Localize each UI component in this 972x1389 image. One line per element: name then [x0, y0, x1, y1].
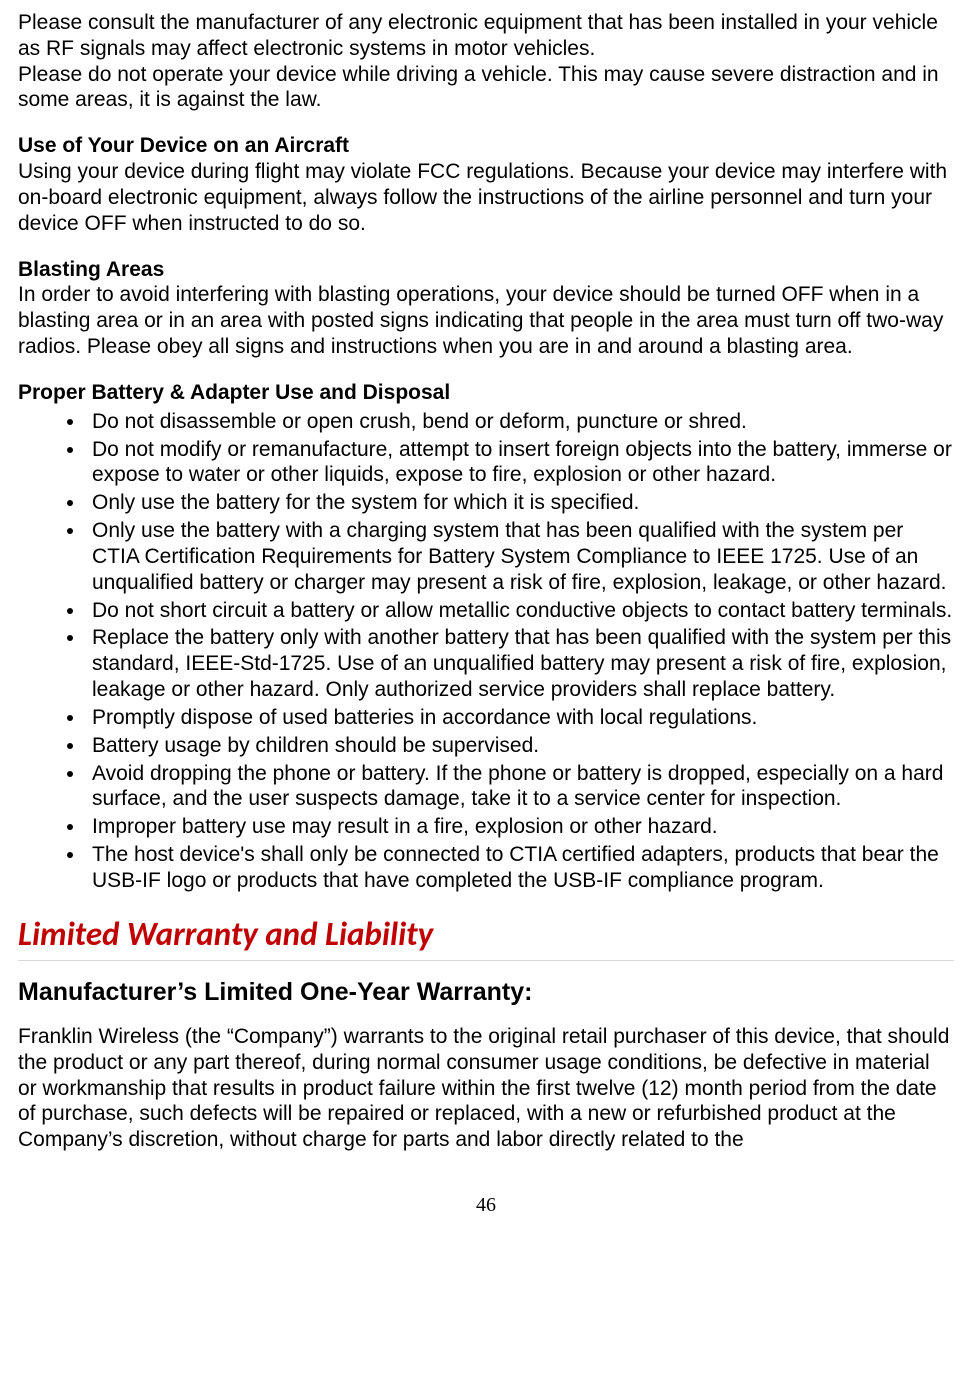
battery-bullet-list: Do not disassemble or open crush, bend o…	[18, 409, 954, 894]
heading-battery: Proper Battery & Adapter Use and Disposa…	[18, 380, 954, 406]
battery-bullet-item: Do not modify or remanufacture, attempt …	[86, 437, 954, 489]
battery-bullet-item: Do not disassemble or open crush, bend o…	[86, 409, 954, 435]
heading-blasting: Blasting Areas	[18, 257, 954, 283]
battery-bullet-item: Avoid dropping the phone or battery. If …	[86, 761, 954, 813]
heading-aircraft: Use of Your Device on an Aircraft	[18, 133, 954, 159]
spacer	[18, 360, 954, 380]
battery-bullet-item: Improper battery use may result in a fir…	[86, 814, 954, 840]
battery-bullet-item: Only use the battery with a charging sys…	[86, 518, 954, 595]
battery-bullet-item: Promptly dispose of used batteries in ac…	[86, 705, 954, 731]
intro-paragraph-1: Please consult the manufacturer of any e…	[18, 10, 954, 62]
battery-bullet-item: Only use the battery for the system for …	[86, 490, 954, 516]
battery-bullet-item: Do not short circuit a battery or allow …	[86, 598, 954, 624]
document-page: Please consult the manufacturer of any e…	[0, 0, 972, 1248]
battery-bullet-item: The host device's shall only be connecte…	[86, 842, 954, 894]
spacer	[18, 237, 954, 257]
body-blasting: In order to avoid interfering with blast…	[18, 282, 954, 359]
body-warranty: Franklin Wireless (the “Company”) warran…	[18, 1024, 954, 1153]
intro-paragraph-2: Please do not operate your device while …	[18, 62, 954, 114]
battery-bullet-item: Replace the battery only with another ba…	[86, 625, 954, 702]
page-number: 46	[18, 1193, 954, 1218]
body-aircraft: Using your device during flight may viol…	[18, 159, 954, 236]
spacer	[18, 113, 954, 133]
subheading-warranty: Manufacturer’s Limited One-Year Warranty…	[18, 977, 954, 1008]
battery-bullet-item: Battery usage by children should be supe…	[86, 733, 954, 759]
section-divider	[18, 960, 954, 961]
section-title-warranty: Limited Warranty and Liability	[18, 914, 954, 955]
